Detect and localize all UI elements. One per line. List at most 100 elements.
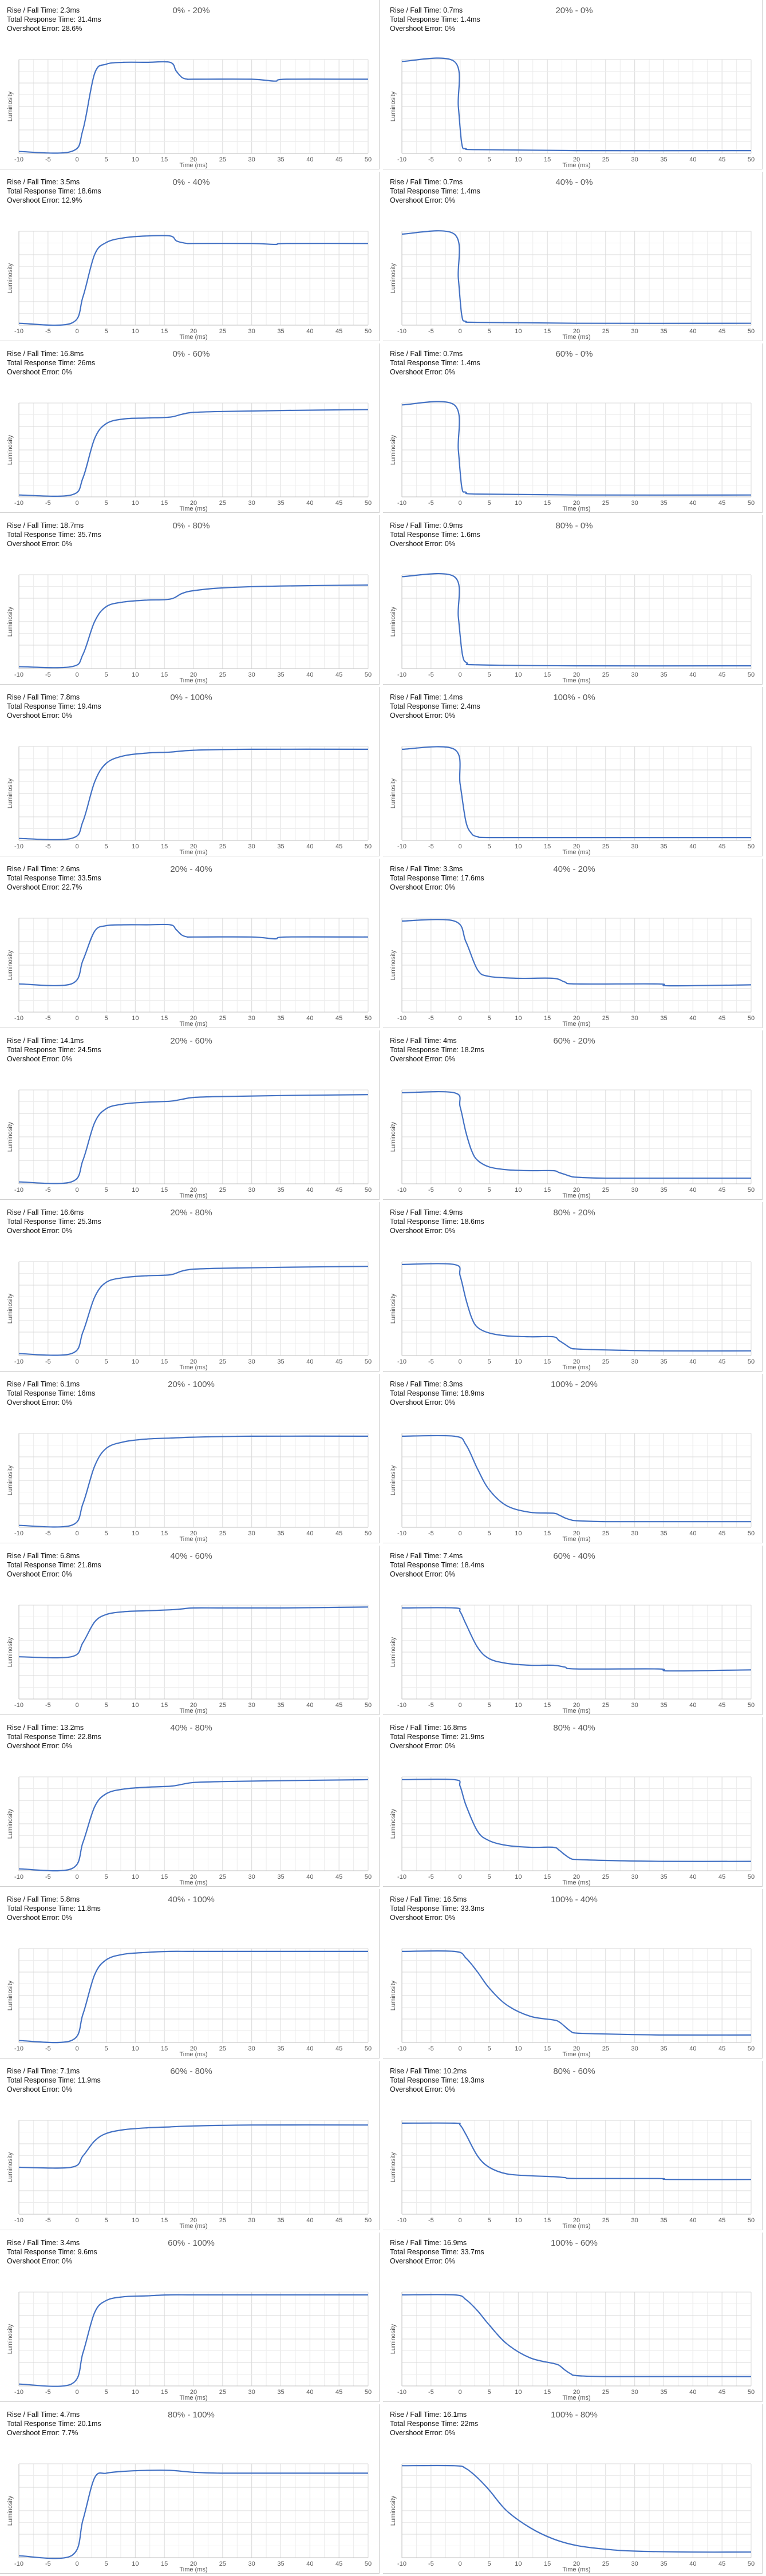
gridlines <box>18 574 369 669</box>
x-tick-label: 45 <box>335 1015 342 1022</box>
x-tick-label: 40 <box>689 2389 696 2396</box>
x-tick-label: 0 <box>76 843 79 850</box>
rise-fall-time: Rise / Fall Time: 2.3ms <box>7 6 80 14</box>
x-axis-label: Time (ms) <box>179 1021 207 1028</box>
x-tick-label: 45 <box>335 1187 342 1194</box>
rise-fall-time: Rise / Fall Time: 4ms <box>390 1037 457 1045</box>
x-tick-label: 20 <box>190 2561 197 2567</box>
y-axis-label: Luminosity <box>390 606 397 637</box>
x-axis-label: Time (ms) <box>179 1536 207 1543</box>
x-tick-label: 45 <box>718 1358 725 1365</box>
total-response-time: Total Response Time: 18.6ms <box>7 187 101 195</box>
x-tick-label: -5 <box>45 1015 51 1022</box>
line-chart: -10 -5 0 5 10 15 20 25 30 35 40 45 50 Time (ms) Lumino… <box>390 1776 755 1886</box>
chart-panel: Rise / Fall Time: 4ms Total Response Time… <box>383 1030 763 1200</box>
x-tick-label: 30 <box>248 2045 255 2052</box>
x-tick-label: 40 <box>306 1530 313 1537</box>
series-line <box>401 2464 752 2553</box>
x-tick-label: -5 <box>45 1874 51 1880</box>
total-response-time: Total Response Time: 20.1ms <box>7 2420 101 2428</box>
x-tick-label: 35 <box>660 1702 667 1709</box>
x-tick-label: -10 <box>397 1702 406 1709</box>
y-axis-label: Luminosity <box>390 1293 397 1323</box>
x-tick-label: 15 <box>544 156 551 163</box>
x-tick-label: 15 <box>161 1702 168 1709</box>
series-line <box>401 746 751 839</box>
x-tick-label: 15 <box>161 2561 168 2567</box>
x-tick-label: 45 <box>718 500 725 507</box>
x-tick-label: 10 <box>132 1358 139 1365</box>
chart-title: 60% - 80% <box>170 2067 212 2076</box>
x-axis-label: Time (ms) <box>562 334 590 341</box>
x-tick-label: -10 <box>14 328 23 335</box>
x-tick-label: 50 <box>365 2389 372 2396</box>
x-tick-label: -10 <box>14 1015 23 1022</box>
x-tick-label: 35 <box>277 2561 284 2567</box>
x-tick-label: -5 <box>45 671 51 678</box>
total-response-time: Total Response Time: 22ms <box>390 2420 479 2428</box>
x-tick-label: 15 <box>161 1358 168 1365</box>
x-tick-label: -5 <box>428 1702 434 1709</box>
series-line <box>18 1606 369 1659</box>
x-tick-label: 20 <box>573 2389 580 2396</box>
x-tick-label: 15 <box>161 843 168 850</box>
x-tick-label: 40 <box>306 2217 313 2224</box>
x-tick-label: 30 <box>631 500 638 507</box>
x-tick-label: 10 <box>515 1015 522 1022</box>
x-axis-label: Time (ms) <box>562 1021 590 1028</box>
x-tick-label: -5 <box>428 328 434 335</box>
overshoot-error: Overshoot Error: 0% <box>390 25 455 33</box>
series-line <box>401 401 752 496</box>
rise-fall-time: Rise / Fall Time: 8.3ms <box>390 1380 463 1388</box>
x-tick-label: 20 <box>190 843 197 850</box>
y-axis-label: Luminosity <box>390 1980 397 2010</box>
x-tick-label: 10 <box>515 1702 522 1709</box>
x-tick-label: 0 <box>76 156 79 163</box>
x-tick-label: -10 <box>14 843 23 850</box>
x-tick-label: 0 <box>76 1187 79 1194</box>
overshoot-error: Overshoot Error: 0% <box>7 1742 72 1750</box>
x-tick-label: 20 <box>190 671 197 678</box>
chart-panel: Rise / Fall Time: 2.3ms Total Response Ti… <box>0 0 380 169</box>
x-tick-label: 40 <box>689 1874 696 1880</box>
x-tick-label: 0 <box>459 1702 462 1709</box>
x-tick-label: 15 <box>544 1015 551 1022</box>
total-response-time: Total Response Time: 33.5ms <box>7 874 101 882</box>
x-tick-label: -5 <box>45 156 51 163</box>
line-chart: -10 -5 0 5 10 15 20 25 30 35 40 45 50 Time (ms) Lumino… <box>7 1776 372 1886</box>
x-tick-label: 50 <box>748 671 755 678</box>
x-axis-label: Time (ms) <box>562 677 590 684</box>
stats-block: Rise / Fall Time: 7.4ms Total Response Ti… <box>390 1551 484 1579</box>
x-tick-label: 40 <box>306 2561 313 2567</box>
chart-title: 40% - 20% <box>553 864 595 874</box>
x-tick-label: 15 <box>161 2389 168 2396</box>
x-tick-label: 5 <box>104 671 108 678</box>
x-tick-label: 25 <box>219 328 226 335</box>
x-tick-label: 45 <box>718 1187 725 1194</box>
x-tick-label: -5 <box>428 1874 434 1880</box>
x-tick-label: 0 <box>76 1530 79 1537</box>
rise-fall-time: Rise / Fall Time: 16.8ms <box>7 350 84 358</box>
stats-block: Rise / Fall Time: 16.8ms Total Response T… <box>390 1723 484 1751</box>
total-response-time: Total Response Time: 33.3ms <box>390 1905 484 1913</box>
x-tick-label: -10 <box>397 1874 406 1880</box>
x-tick-label: 10 <box>132 2045 139 2052</box>
x-tick-label: 30 <box>631 2389 638 2396</box>
x-tick-label: 10 <box>515 843 522 850</box>
x-axis-label: Time (ms) <box>562 2395 590 2401</box>
chart-title: 100% - 0% <box>553 693 595 702</box>
x-tick-label: 40 <box>306 1015 313 1022</box>
x-tick-label: 15 <box>544 2389 551 2396</box>
x-tick-label: 25 <box>602 2045 609 2052</box>
x-axis-label: Time (ms) <box>562 505 590 512</box>
x-tick-label: 0 <box>459 2217 462 2224</box>
x-tick-label: 20 <box>190 2045 197 2052</box>
x-tick-label: 30 <box>631 1358 638 1365</box>
chart-panel: Rise / Fall Time: 10.2ms Total Response T… <box>383 2061 763 2230</box>
chart-title: 0% - 60% <box>172 349 210 359</box>
gridlines <box>18 1089 369 1184</box>
x-tick-label: 25 <box>602 843 609 850</box>
overshoot-error: Overshoot Error: 28.6% <box>7 25 82 33</box>
x-tick-label: 5 <box>104 2389 108 2396</box>
x-tick-label: 35 <box>277 156 284 163</box>
